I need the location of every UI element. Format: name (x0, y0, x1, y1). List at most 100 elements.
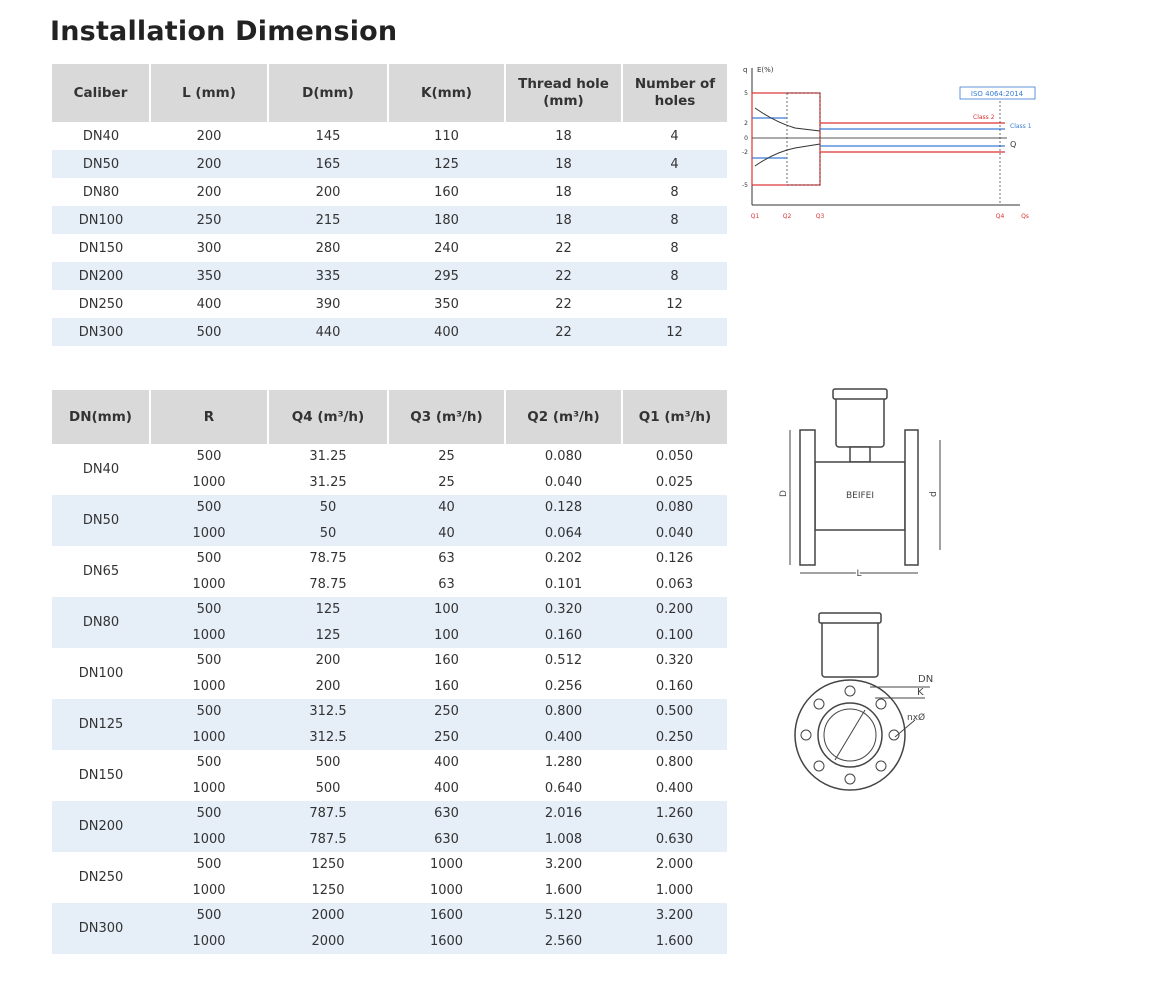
cell: 125 (268, 622, 388, 648)
cell: 31.25 (309, 474, 347, 490)
cell: 250 (150, 206, 268, 234)
row: DN150 300 280 240 22 8 (52, 234, 727, 262)
cell: 295 (388, 262, 505, 290)
label: DN (918, 674, 933, 685)
header-row: DN(mm) R Q4 (m³/h) Q3 (m³/h) Q2 (m³/h) Q1 (m³… (52, 390, 727, 444)
cap (818, 612, 882, 624)
x-tick-label: Qs (1021, 213, 1029, 220)
error-chart: ISO 4064:2014 Class 2 Class 1 Q q E(%) 5… (742, 66, 1036, 220)
housing (835, 394, 885, 448)
cell: 400 (434, 755, 459, 771)
cell: 500 (150, 597, 268, 623)
x-tick-label: Q2 (783, 213, 792, 220)
row: DN40 200 145 110 18 4 (52, 122, 727, 150)
cell: DN250 (78, 296, 124, 312)
cell: 440 (268, 318, 388, 346)
x-tick-label: Q1 (751, 213, 760, 220)
cell: 312.5 (268, 699, 388, 725)
row: DN80 200 200 160 18 8 (52, 178, 727, 206)
shape (813, 760, 825, 772)
header-cell: R (149, 390, 268, 444)
cell: 18 (555, 128, 572, 144)
label: nxØ (907, 712, 925, 723)
row: DN150 500 500 400 1.280 0.800 (52, 750, 727, 783)
cell: 100 (388, 597, 505, 623)
row: DN100 500 200 160 0.512 0.320 (52, 648, 727, 681)
cell: 335 (268, 262, 388, 290)
cell: 500 (150, 801, 268, 827)
cell: 22 (505, 318, 622, 346)
label: D (779, 490, 789, 497)
cell: 1000 (150, 622, 268, 648)
header-cell: L (mm) (149, 64, 268, 122)
neck (849, 446, 871, 463)
cell: 2.560 (505, 928, 622, 954)
x-tick-label: Q3 (816, 213, 825, 220)
shape (875, 698, 887, 710)
cell: 160 (434, 678, 459, 694)
cell: 0.320 (505, 597, 622, 623)
cell: 1600 (388, 928, 505, 954)
cell: 0.064 (505, 520, 622, 546)
row: 1000 2000 1600 2.560 1.600 (52, 928, 727, 954)
shape (844, 773, 856, 785)
flow-table: DN(mm) R Q4 (m³/h) Q3 (m³/h) Q2 (m³/h) Q1 (m³… (52, 390, 727, 954)
cell: 8 (622, 262, 727, 290)
cell: 0.025 (655, 474, 694, 490)
dimension-table: Caliber L (mm) D(mm) K(mm) Thread hole (mm) N… (52, 64, 727, 346)
cell: 125 (268, 597, 388, 623)
cell: 1.600 (622, 928, 727, 954)
row: DN65 500 78.75 63 0.202 0.126 (52, 546, 727, 579)
cell: 2000 (268, 903, 388, 929)
flange (799, 429, 816, 566)
cell: 1.600 (544, 882, 583, 898)
cell: 0.320 (655, 653, 694, 669)
cell: 0.640 (544, 780, 583, 796)
cell: 500 (196, 551, 222, 567)
cell: 125 (388, 150, 505, 178)
cell: 0.080 (622, 495, 727, 521)
row: 1000 31.25 25 0.040 0.025 (52, 470, 727, 496)
cell: 1.260 (622, 801, 727, 827)
cell: 500 (196, 653, 222, 669)
cell: 1.000 (655, 882, 694, 898)
cell: 500 (196, 857, 222, 873)
shape: DN(mm) R Q4 (m³/h) Q3 (m³/h) Q2 (m³/h) Q1 (m³… (52, 390, 727, 444)
cell: 8 (622, 206, 727, 234)
row: DN80 500 125 100 0.320 0.200 (52, 597, 727, 648)
diameter (834, 709, 866, 761)
row: DN250 400 390 350 22 12 (52, 290, 727, 318)
cell: 350 (434, 296, 459, 312)
cell: 350 (150, 262, 268, 290)
header-row: Caliber L (mm) D(mm) K(mm) Thread hole (mm) N… (52, 64, 727, 122)
cell: 0.126 (655, 551, 694, 567)
cell: 787.5 (268, 826, 388, 852)
y-ticks: 5 2 0 -2 -5 (742, 90, 748, 189)
cell: 0.080 (544, 449, 583, 465)
row: DN40 500 31.25 25 0.080 0.050 (52, 444, 727, 477)
row: 1000 787.5 630 1.008 0.630 (52, 826, 727, 852)
cell: 1000 (150, 520, 268, 546)
cell: 0.040 (544, 474, 583, 490)
y-tick-label: -5 (742, 182, 748, 189)
cell: 25 (438, 449, 455, 465)
label: K (917, 687, 924, 698)
cell: 0.200 (622, 597, 727, 623)
cell: 200 (150, 150, 268, 178)
cell: 1000 (150, 928, 268, 954)
cell: 500 (150, 318, 268, 346)
cell: 1000 (150, 826, 268, 852)
label: Q (1010, 140, 1016, 149)
cell: 18 (555, 184, 572, 200)
cell: 1000 (192, 576, 226, 592)
header-cell: D(mm) (267, 64, 388, 122)
row: DN50 500 50 40 0.128 0.080 (52, 495, 727, 546)
row: 1000 312.5 250 0.400 0.250 (52, 724, 727, 750)
side-drawing: BEIFEI D d L (779, 388, 941, 581)
cell: 1.008 (505, 826, 622, 852)
cell: 0.202 (544, 551, 583, 567)
cell: 0.050 (655, 449, 694, 465)
bore (823, 708, 877, 762)
cell: 50 (268, 520, 388, 546)
